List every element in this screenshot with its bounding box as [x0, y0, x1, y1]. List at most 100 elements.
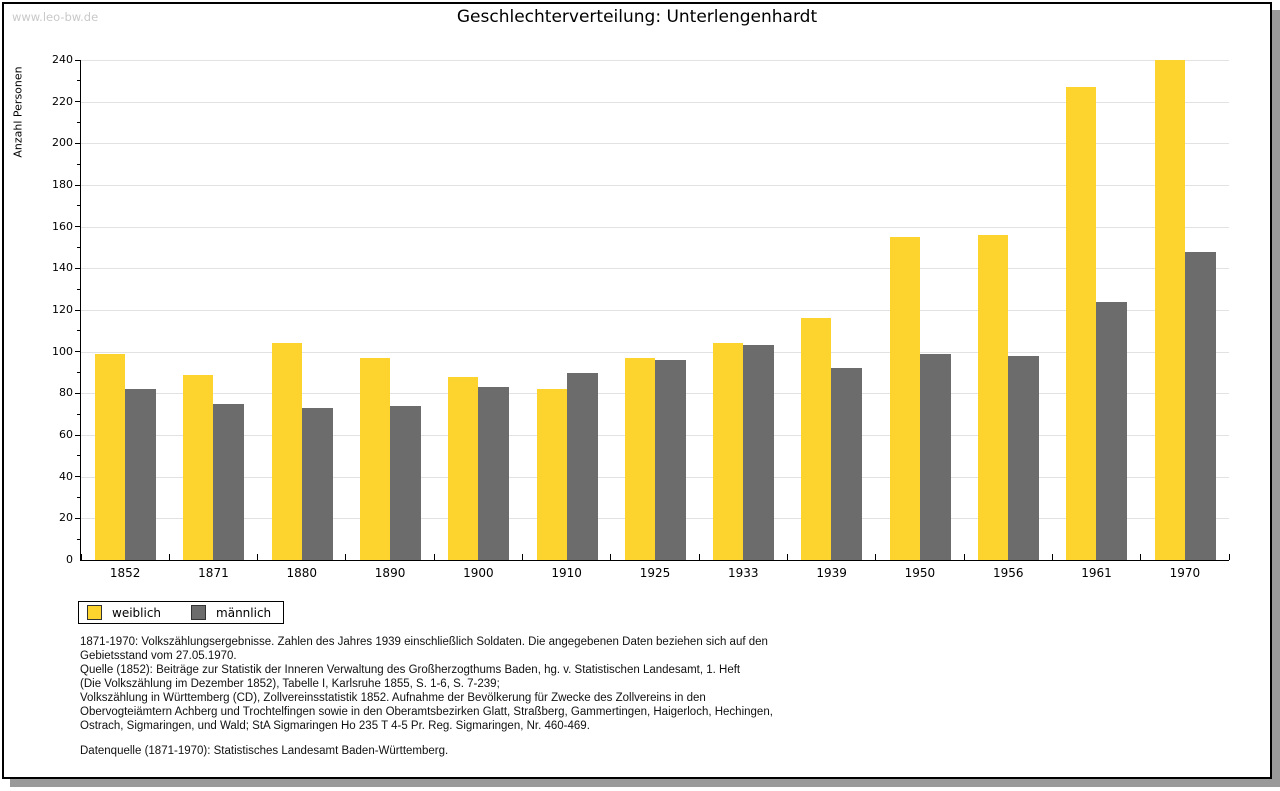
x-axis-tick [698, 554, 700, 560]
x-axis-tick [1140, 554, 1142, 560]
x-axis-tick [786, 554, 788, 560]
bar-female [1066, 87, 1097, 560]
y-axis-title: Anzahl Personen [11, 66, 25, 158]
footnote-text: 1871-1970: Volkszählungsergebnisse. Zahl… [80, 636, 773, 732]
y-axis-tick-label: 160 [52, 219, 73, 233]
x-axis-tick [257, 554, 259, 560]
x-axis-label: 1925 [639, 566, 671, 580]
y-axis-tick-label: 220 [52, 94, 73, 108]
page-title: Geschlechterverteilung: Unterlengenhardt [456, 7, 818, 27]
y-axis-tick [75, 392, 81, 394]
gridline [81, 101, 1229, 103]
watermark: www.leo-bw.de [12, 10, 99, 24]
bar-female [713, 343, 744, 560]
bar-male [478, 387, 510, 560]
y-axis-tick [77, 330, 81, 332]
y-axis-tick-label: 240 [52, 53, 73, 66]
x-axis-label: 1961 [1081, 566, 1112, 580]
y-axis-tick [77, 247, 81, 248]
y-axis-tick [77, 455, 81, 457]
bar-female [448, 376, 479, 560]
bar-male [566, 372, 598, 560]
bar-female [359, 357, 390, 560]
bar-male [831, 368, 863, 560]
y-axis-tick [75, 184, 81, 186]
x-axis-label: 1933 [728, 566, 759, 580]
female-swatch-icon [87, 605, 102, 620]
gridline [81, 268, 1229, 270]
bar-female [183, 374, 214, 560]
x-axis-label: 1890 [374, 566, 406, 580]
gridline [81, 351, 1229, 353]
y-axis-tick [75, 351, 81, 353]
bar-female [271, 343, 302, 560]
gridline [81, 143, 1229, 145]
y-axis-tick-label: 200 [52, 136, 73, 150]
x-axis-tick [433, 554, 435, 560]
y-axis-tick-label: 100 [52, 344, 73, 358]
x-axis-label: 1970 [1169, 566, 1201, 580]
bar-female [95, 353, 125, 560]
y-axis-tick-label: 0 [66, 553, 73, 566]
x-axis-tick [80, 554, 82, 560]
y-axis-tick [75, 226, 81, 228]
legend: weiblich männlich [78, 601, 285, 624]
x-axis-label: 1950 [904, 566, 936, 580]
y-axis-tick [77, 80, 81, 82]
bar-male [389, 405, 421, 560]
y-axis-tick [77, 122, 81, 123]
x-axis-tick [610, 554, 612, 560]
x-axis-label: 1900 [463, 566, 494, 580]
x-axis-tick [1051, 554, 1053, 560]
x-axis-tick [875, 554, 877, 560]
y-axis-tick-label: 180 [52, 178, 73, 191]
bar-male [654, 360, 686, 560]
bar-female [624, 357, 655, 560]
legend-label-female: weiblich [112, 605, 162, 620]
y-axis-tick [75, 476, 81, 478]
y-axis-tick-label: 40 [59, 469, 73, 483]
bar-male [919, 353, 951, 560]
y-axis-tick [77, 288, 81, 290]
male-swatch-icon [191, 605, 207, 620]
y-axis-tick [75, 517, 81, 519]
bar-female [889, 237, 920, 560]
y-axis-tick-label: 120 [52, 303, 73, 316]
x-axis-label: 1956 [992, 566, 1024, 580]
bar-male [301, 407, 333, 560]
gridline [81, 60, 1229, 61]
x-axis-label: 1910 [551, 566, 582, 580]
bar-female [1154, 60, 1185, 560]
y-axis-tick-label: 140 [52, 261, 73, 275]
datasource-text: Datenquelle (1871-1970): Statistisches L… [80, 745, 449, 757]
y-axis-tick [77, 372, 81, 373]
bar-female [978, 235, 1009, 560]
y-axis-tick [77, 497, 81, 498]
bar-male [1096, 301, 1128, 560]
bar-female [536, 389, 567, 560]
y-axis-tick-label: 60 [59, 428, 73, 441]
y-axis-tick-label: 80 [59, 386, 73, 400]
bar-male [1184, 251, 1216, 560]
x-axis-tick [168, 554, 170, 560]
gridline [81, 185, 1229, 186]
x-axis-label: 1880 [286, 566, 318, 580]
bar-female [801, 318, 832, 560]
y-axis-tick [77, 538, 81, 540]
y-axis-tick [77, 413, 81, 415]
y-axis-tick [75, 267, 81, 269]
y-axis-tick-label: 20 [59, 511, 73, 525]
chart-frame: www.leo-bw.de Geschlechterverteilung: Un… [2, 2, 1272, 779]
x-axis-label: 1871 [198, 566, 229, 580]
gridline [81, 226, 1229, 228]
legend-entry-female: weiblich [87, 605, 161, 620]
legend-label-male: männlich [216, 605, 272, 620]
x-axis-tick [963, 554, 965, 560]
bar-male [125, 389, 156, 560]
legend-entry-male: männlich [191, 605, 271, 620]
x-axis-label: 1852 [109, 566, 141, 580]
bar-male [1008, 355, 1040, 560]
x-axis-label: 1939 [816, 566, 847, 580]
x-axis-tick [1228, 554, 1230, 560]
y-axis-tick [75, 101, 81, 103]
